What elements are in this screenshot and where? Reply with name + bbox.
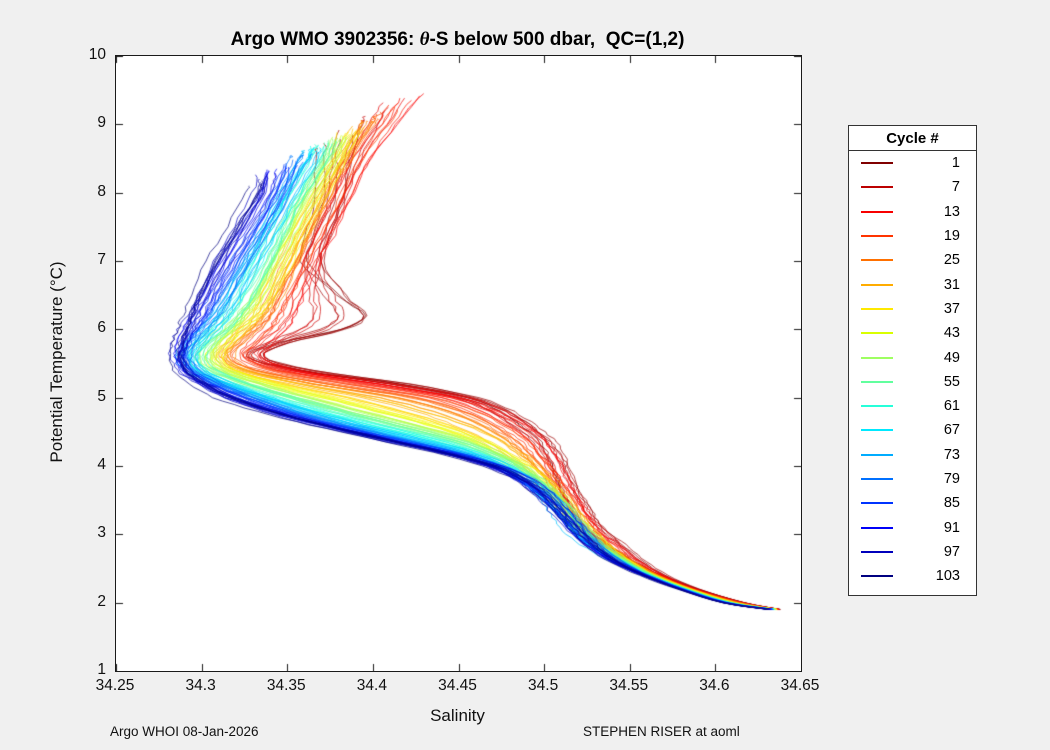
legend-line-swatch [861, 283, 893, 286]
legend-entry: 37 [849, 297, 976, 321]
legend-line-swatch [861, 235, 893, 238]
x-axis-label: Salinity [430, 706, 485, 725]
legend-entry-label: 1 [951, 155, 960, 172]
chart-title-theta-symbol: θ [419, 29, 430, 50]
y-tick-label: 7 [97, 251, 106, 268]
y-tick-label: 6 [97, 319, 106, 337]
legend-entry-label: 67 [943, 422, 960, 439]
x-tick-label: 34.65 [780, 677, 820, 694]
x-tick-label: 34.55 [609, 677, 649, 694]
chart-title-prefix: Argo WMO 3902356: [230, 29, 420, 50]
y-tick-label: 8 [97, 182, 106, 200]
legend-entry: 91 [849, 515, 976, 539]
footer-right-annotation: STEPHEN RISER at aoml [583, 724, 740, 739]
y-tick-label: 10 [88, 46, 106, 63]
legend-line-swatch [861, 502, 893, 505]
legend-entry: 19 [849, 224, 976, 248]
legend-line-swatch [861, 575, 893, 578]
theta-s-curves-canvas [116, 56, 801, 671]
legend-entries: 1 7 13 19 25 31 37 43 49 55 61 67 73 79 85 91 97 103 [849, 151, 976, 588]
legend: Cycle # 1 7 13 19 25 31 37 43 49 55 61 67 73 79 85 91 97… [848, 125, 977, 596]
legend-entry-label: 79 [943, 471, 960, 487]
legend-entry: 13 [849, 200, 976, 224]
legend-line-swatch [861, 405, 893, 408]
legend-line-swatch [861, 478, 893, 480]
legend-entry-label: 49 [943, 349, 960, 366]
legend-entry: 61 [849, 394, 976, 418]
y-tick-label: 5 [97, 387, 106, 405]
legend-entry: 1 [849, 151, 976, 175]
legend-entry: 67 [849, 418, 976, 442]
legend-line-swatch [861, 526, 893, 529]
legend-entry: 97 [849, 540, 976, 564]
legend-entry-label: 103 [935, 568, 960, 585]
legend-entry-label: 19 [943, 228, 960, 245]
legend-entry-label: 61 [943, 398, 960, 415]
legend-entry-label: 91 [943, 519, 960, 536]
legend-entry-label: 97 [943, 543, 960, 560]
legend-entry-label: 7 [951, 179, 960, 196]
x-tick-label: 34.5 [528, 677, 559, 694]
legend-entry-label: 55 [943, 373, 960, 390]
legend-line-swatch [861, 307, 893, 310]
legend-entry: 25 [849, 248, 976, 272]
legend-entry-label: 85 [943, 495, 960, 512]
legend-line-swatch [861, 356, 893, 359]
chart-title: Argo WMO 3902356: θ-S below 500 dbar, QC… [115, 29, 800, 51]
legend-entry: 49 [849, 345, 976, 369]
y-axis-label: Potential Temperature (°C) [47, 261, 66, 463]
legend-line-swatch [861, 259, 893, 262]
legend-line-swatch [861, 162, 893, 165]
x-tick-label: 34.4 [356, 677, 387, 694]
legend-entry: 103 [849, 564, 976, 588]
y-tick-label: 4 [97, 456, 106, 473]
chart-title-suffix: -S below 500 dbar, QC=(1,2) [429, 29, 685, 50]
x-tick-label: 34.45 [438, 677, 477, 694]
legend-entry-label: 37 [943, 300, 960, 317]
legend-line-swatch [861, 550, 893, 553]
y-tick-label: 2 [97, 592, 106, 610]
x-tick-label: 34.25 [95, 677, 135, 694]
legend-entry: 73 [849, 443, 976, 467]
legend-entry-label: 25 [943, 252, 960, 269]
legend-entry-label: 31 [943, 276, 960, 293]
plot-area [115, 55, 802, 672]
x-tick-label: 34.3 [185, 677, 216, 694]
x-tick-label: 34.35 [266, 677, 306, 694]
legend-entry-label: 13 [943, 203, 960, 220]
legend-entry: 7 [849, 175, 976, 199]
x-tick-label: 34.6 [699, 677, 730, 694]
legend-line-swatch [861, 332, 893, 335]
legend-line-swatch [861, 380, 893, 383]
legend-entry-label: 73 [943, 446, 960, 463]
legend-entry: 55 [849, 370, 976, 394]
legend-entry: 79 [849, 467, 976, 491]
legend-title: Cycle # [849, 126, 976, 151]
legend-line-swatch [861, 186, 893, 189]
y-tick-label: 9 [97, 114, 106, 132]
legend-line-swatch [861, 210, 893, 213]
legend-entry-label: 43 [943, 325, 960, 342]
legend-entry: 43 [849, 321, 976, 345]
legend-entry: 31 [849, 272, 976, 296]
legend-entry: 85 [849, 491, 976, 515]
legend-line-swatch [861, 429, 893, 432]
footer-left-annotation: Argo WHOI 08-Jan-2026 [110, 724, 259, 739]
y-tick-label: 3 [97, 524, 106, 542]
legend-line-swatch [861, 453, 893, 456]
y-tick-label: 1 [97, 661, 106, 678]
